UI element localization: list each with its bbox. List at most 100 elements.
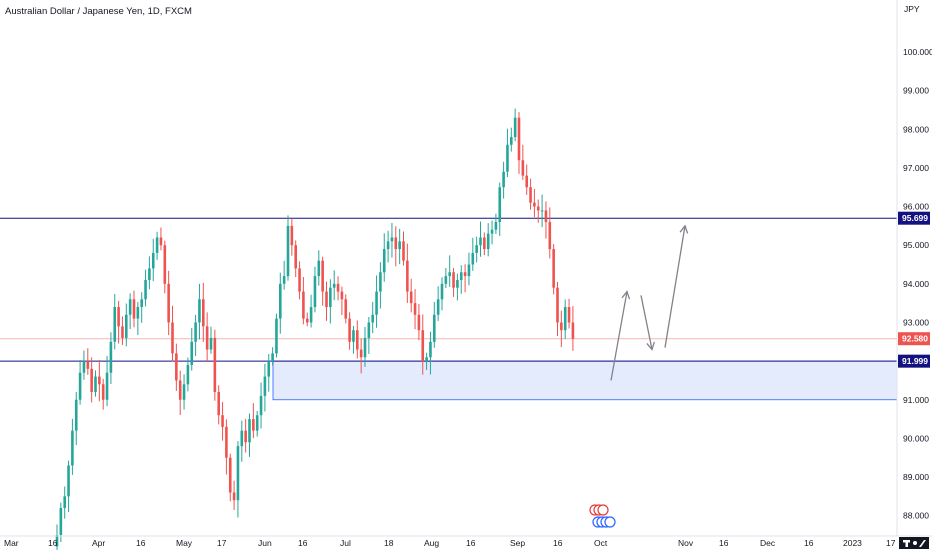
candle[interactable] [309,294,313,328]
candle[interactable] [286,215,290,281]
candle[interactable] [136,302,140,336]
candle[interactable] [67,460,70,513]
candle[interactable] [55,524,59,550]
candle[interactable] [209,326,213,354]
candle[interactable] [282,260,286,290]
candle[interactable] [186,357,190,392]
candle[interactable] [175,343,178,392]
candle[interactable] [182,374,186,410]
candle[interactable] [375,275,378,328]
candle[interactable] [244,418,247,453]
candle[interactable] [178,370,182,415]
candle[interactable] [467,252,471,286]
candle[interactable] [567,298,571,329]
event-marker-icon[interactable] [604,516,616,528]
candle[interactable] [433,301,436,348]
candle[interactable] [533,188,536,218]
candle[interactable] [413,289,417,330]
candle[interactable] [74,392,78,446]
projection-arrow-3[interactable] [664,225,686,348]
candle[interactable] [198,283,201,340]
candle[interactable] [406,243,409,303]
projection-arrow-1[interactable] [610,291,628,381]
candle[interactable] [148,256,151,290]
candle[interactable] [421,314,425,375]
candle[interactable] [171,305,174,362]
candle[interactable] [117,300,120,344]
candle[interactable] [560,310,563,348]
candle[interactable] [340,286,344,316]
candle[interactable] [382,233,386,282]
candle[interactable] [325,281,328,321]
candle[interactable] [255,411,259,437]
candle[interactable] [302,277,305,325]
candle[interactable] [78,359,82,405]
candle[interactable] [536,199,540,223]
candle[interactable] [332,270,336,301]
candle[interactable] [386,230,390,263]
candle[interactable] [344,294,348,324]
candle[interactable] [248,413,251,457]
candle[interactable] [479,221,482,257]
candle[interactable] [236,441,240,518]
candle[interactable] [194,314,197,357]
candle[interactable] [113,294,117,350]
candle[interactable] [132,290,136,328]
candle[interactable] [86,348,90,375]
candle[interactable] [329,279,332,324]
candle[interactable] [263,363,267,412]
candle[interactable] [313,266,317,313]
candle[interactable] [101,378,105,410]
candle[interactable] [105,355,109,407]
candle[interactable] [252,403,255,439]
candle[interactable] [213,329,217,401]
candle[interactable] [228,453,232,502]
candle[interactable] [471,237,475,271]
candle[interactable] [402,231,405,266]
candle[interactable] [510,127,513,152]
candle[interactable] [548,207,552,259]
candle[interactable] [109,332,113,385]
candle[interactable] [394,226,398,267]
candle[interactable] [513,108,517,142]
candle[interactable] [275,313,278,358]
candle[interactable] [459,265,463,294]
candle[interactable] [379,262,382,309]
support-zone[interactable] [272,360,898,401]
candle[interactable] [444,267,448,288]
candle[interactable] [121,316,124,345]
candle[interactable] [221,402,224,441]
candle[interactable] [305,312,309,327]
candle[interactable] [352,325,355,354]
candle[interactable] [356,320,359,359]
candle[interactable] [525,164,528,195]
candle[interactable] [440,277,444,311]
candle[interactable] [159,227,163,251]
candle[interactable] [552,244,555,295]
candle[interactable] [90,357,93,403]
candle[interactable] [556,282,559,337]
candle[interactable] [540,194,544,228]
candle[interactable] [259,382,263,429]
candle[interactable] [232,480,236,511]
candle[interactable] [544,201,548,239]
candle[interactable] [494,213,498,234]
candle[interactable] [155,231,159,260]
candle[interactable] [279,272,282,334]
candle[interactable] [94,370,97,397]
candle[interactable] [448,255,451,287]
candle[interactable] [163,240,167,294]
candle[interactable] [140,292,143,323]
candle[interactable] [436,286,440,321]
candle[interactable] [475,236,478,263]
candle[interactable] [429,331,432,375]
candle[interactable] [151,238,155,282]
candle[interactable] [271,347,274,366]
candle[interactable] [71,418,74,475]
candle[interactable] [390,222,394,258]
candle[interactable] [490,220,494,245]
candle[interactable] [294,240,297,278]
candle[interactable] [359,338,363,374]
